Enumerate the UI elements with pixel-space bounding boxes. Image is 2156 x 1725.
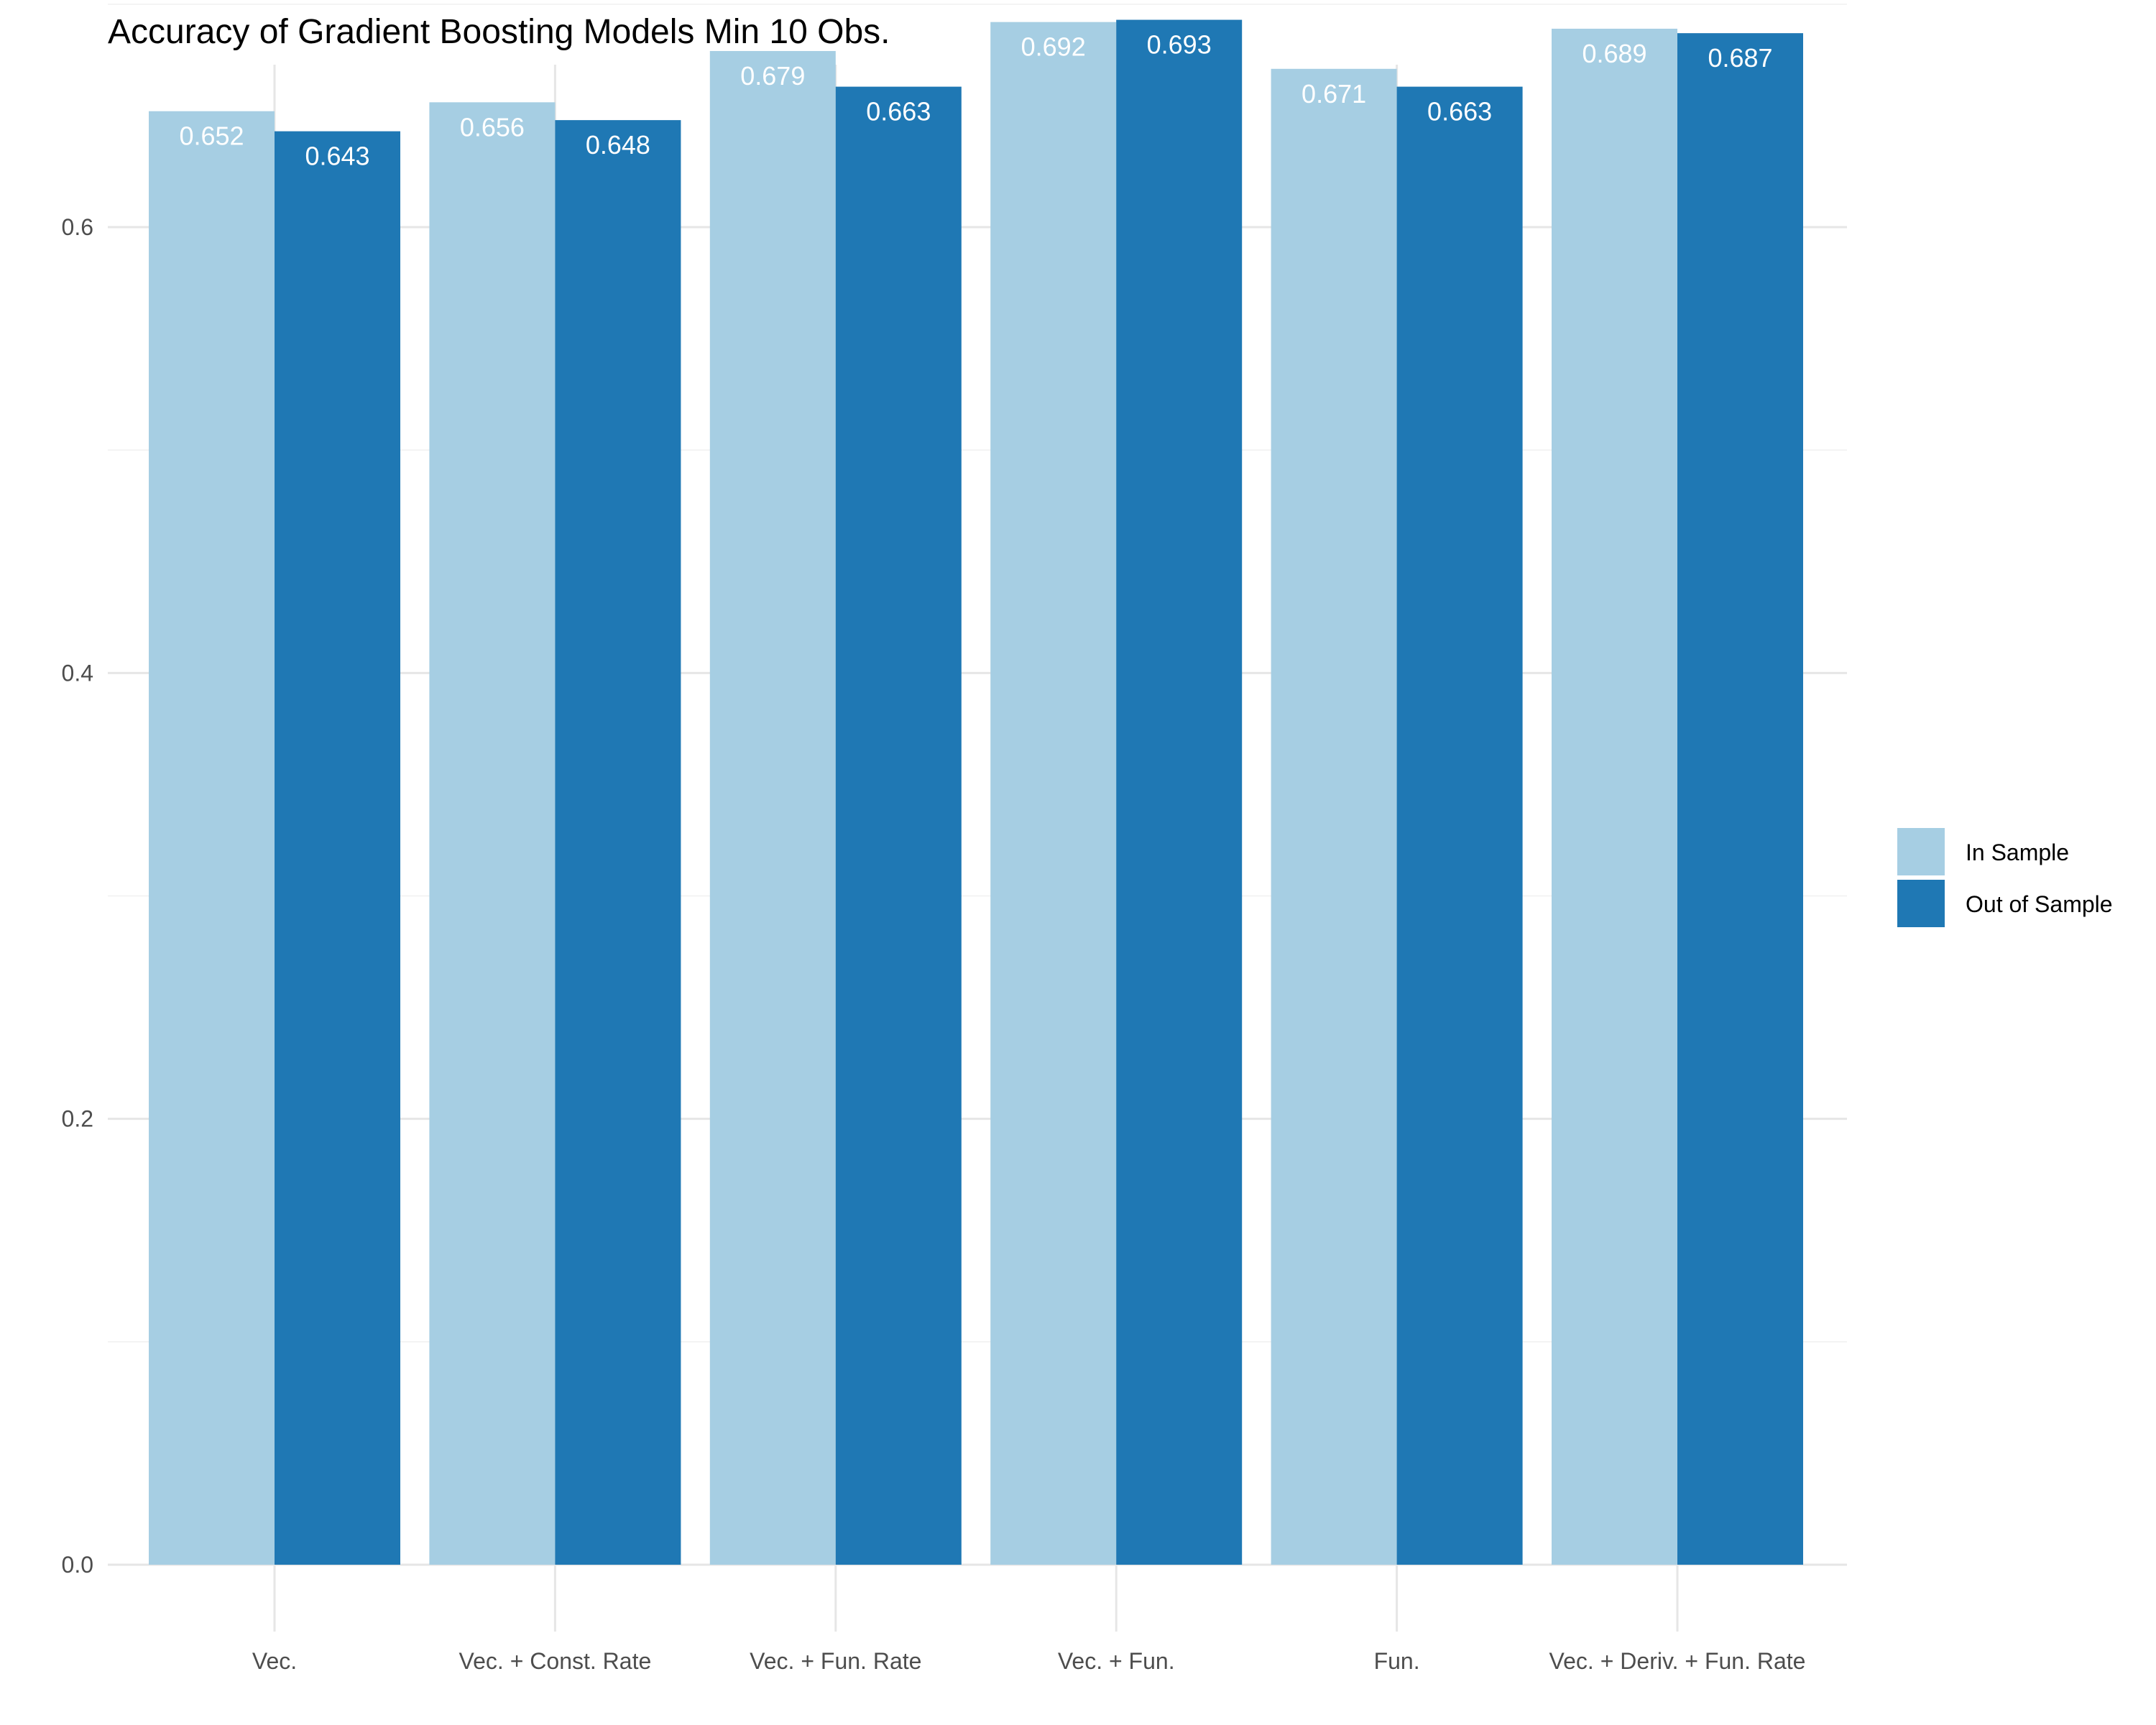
data-label-out-of-sample-3: 0.693 — [1147, 30, 1212, 60]
x-tick-label-1: Vec. + Const. Rate — [459, 1648, 652, 1674]
data-label-out-of-sample-0: 0.643 — [305, 142, 369, 171]
data-label-out-of-sample-4: 0.663 — [1427, 97, 1492, 126]
x-tick-label-2: Vec. + Fun. Rate — [750, 1648, 921, 1674]
legend-swatch-in-sample — [1897, 828, 1945, 875]
data-label-in-sample-5: 0.689 — [1582, 39, 1646, 68]
data-label-out-of-sample-5: 0.687 — [1708, 43, 1772, 73]
bar-out-of-sample-3 — [1116, 19, 1243, 1565]
data-label-in-sample-0: 0.652 — [179, 121, 244, 151]
bar-in-sample-5 — [1552, 28, 1677, 1565]
x-tick-label-3: Vec. + Fun. — [1058, 1648, 1175, 1674]
x-tick-label-5: Vec. + Deriv. + Fun. Rate — [1549, 1648, 1806, 1674]
x-tick-label-0: Vec. — [252, 1648, 297, 1674]
y-tick-label-0: 0.0 — [62, 1552, 93, 1578]
axis-tick-labels: 0.0 0.2 0.4 0.6 Vec. Vec. + Const. Rate Vec. +… — [62, 214, 1806, 1674]
bar-out-of-sample-2 — [835, 86, 962, 1565]
data-label-in-sample-4: 0.671 — [1302, 79, 1366, 109]
legend-swatch-out-of-sample — [1897, 880, 1945, 927]
data-label-out-of-sample-2: 0.663 — [866, 97, 931, 126]
legend-label-in-sample: In Sample — [1966, 840, 2069, 865]
bar-out-of-sample-4 — [1396, 86, 1523, 1565]
bar-in-sample-1 — [429, 102, 556, 1565]
chart-title: Accuracy of Gradient Boosting Models Min… — [108, 13, 890, 51]
x-tick-label-4: Fun. — [1374, 1648, 1420, 1674]
bars — [149, 19, 1803, 1565]
data-labels: 0.652 0.656 0.679 0.692 0.671 0.689 0.643 0.648… — [179, 30, 1772, 171]
bar-out-of-sample-0 — [275, 131, 400, 1565]
y-tick-label-1: 0.2 — [62, 1106, 93, 1132]
legend: In Sample Out of Sample — [1897, 828, 2113, 927]
bar-out-of-sample-1 — [555, 120, 681, 1565]
bar-out-of-sample-5 — [1677, 33, 1803, 1565]
legend-label-out-of-sample: Out of Sample — [1966, 891, 2113, 917]
bar-in-sample-2 — [709, 50, 836, 1565]
data-label-in-sample-1: 0.656 — [460, 112, 525, 142]
bar-in-sample-0 — [149, 111, 275, 1565]
bar-in-sample-3 — [990, 22, 1117, 1565]
y-tick-label-3: 0.6 — [62, 214, 93, 240]
data-label-in-sample-3: 0.692 — [1021, 32, 1086, 62]
data-label-out-of-sample-1: 0.648 — [586, 130, 650, 160]
bar-in-sample-4 — [1271, 68, 1397, 1565]
y-tick-label-2: 0.4 — [62, 660, 93, 686]
data-label-in-sample-2: 0.679 — [740, 61, 805, 91]
